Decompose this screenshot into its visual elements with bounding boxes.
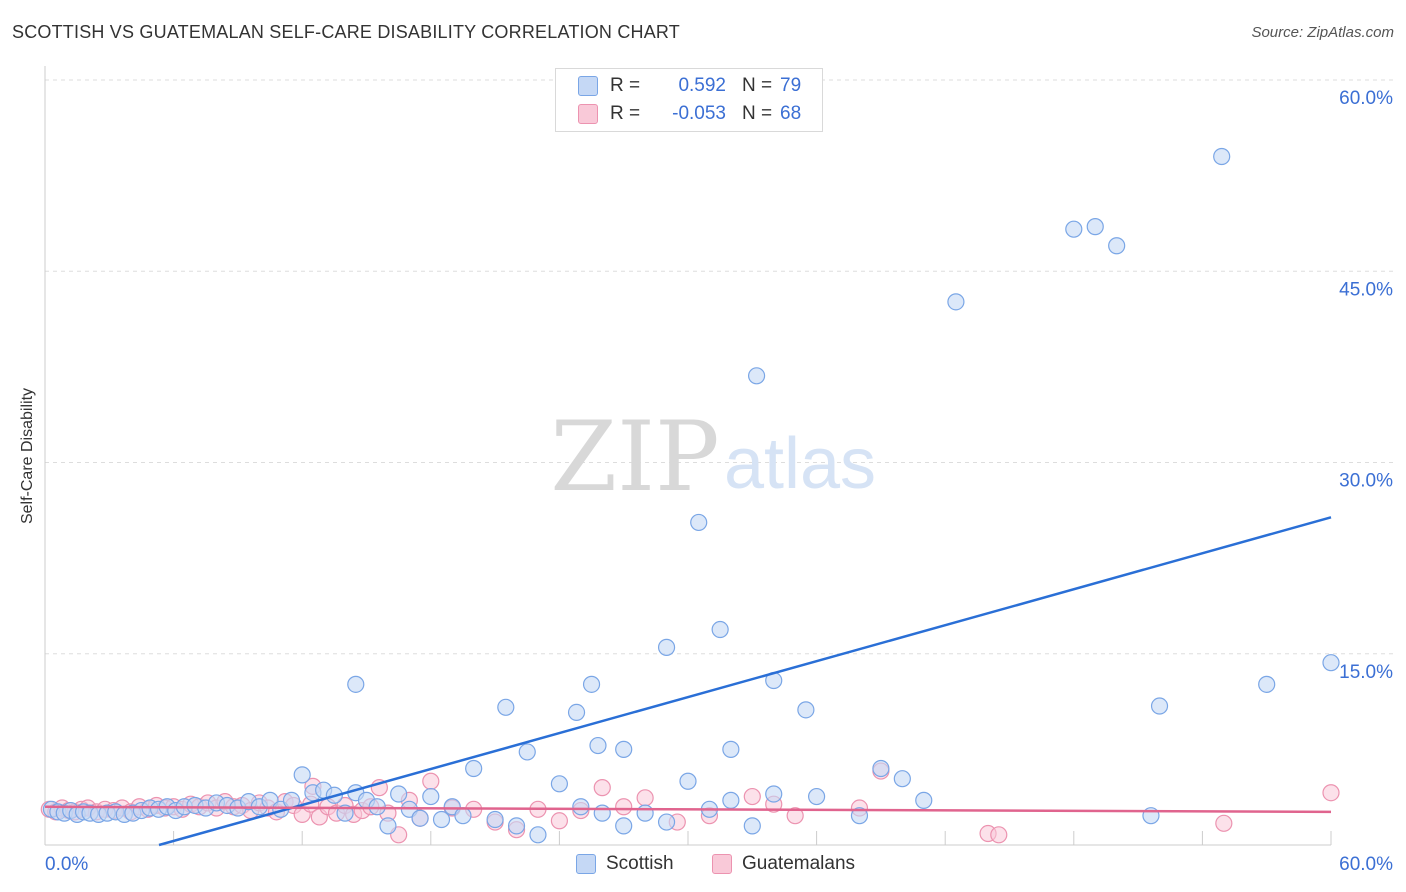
scottish-point xyxy=(657,638,676,656)
scottish-point xyxy=(872,759,890,778)
scottish-point xyxy=(582,675,601,693)
guatemalan-swatch xyxy=(712,854,732,874)
scottish-point xyxy=(915,791,933,809)
scottish-point xyxy=(1322,654,1340,672)
guatemalan-point xyxy=(636,789,654,807)
scottish-swatch xyxy=(576,854,596,874)
x-tick-label: 0.0% xyxy=(45,854,88,875)
scottish-point xyxy=(722,791,740,809)
scottish-points xyxy=(42,147,1340,844)
scottish-point xyxy=(486,810,504,829)
scottish-point xyxy=(657,813,676,831)
bottom-legend-guatemalans: Guatemalans xyxy=(712,852,855,876)
scottish-point xyxy=(690,513,708,532)
guatemalan-trend-line xyxy=(44,805,1332,814)
scottish-point xyxy=(1065,220,1083,238)
bottom-legend-scottish-label: Scottish xyxy=(606,853,674,874)
scottish-point xyxy=(1150,697,1169,715)
scottish-point xyxy=(567,703,586,722)
scottish-point xyxy=(1258,675,1276,693)
y-tick-label: 45.0% xyxy=(1339,279,1393,300)
scottish-point xyxy=(722,740,740,758)
scottish-point xyxy=(893,770,911,788)
scottish-point xyxy=(550,775,569,793)
watermark-atlas: atlas xyxy=(724,424,876,504)
source-label: Source: ZipAtlas.com xyxy=(1251,24,1394,41)
gridlines xyxy=(45,79,1393,655)
y-tick-label: 60.0% xyxy=(1339,88,1393,109)
guatemalan-point xyxy=(422,772,440,790)
scottish-swatch xyxy=(578,76,598,96)
guatemalan-point xyxy=(990,826,1008,844)
scottish-point xyxy=(454,807,472,825)
legend-row-scottish: R = 0.592 N = 79 xyxy=(578,74,801,98)
scottish-point xyxy=(465,759,483,778)
scottish-point xyxy=(347,675,365,693)
guatemalan-point xyxy=(786,807,804,825)
scottish-point xyxy=(711,620,729,639)
bottom-legend-scottish: Scottish xyxy=(576,852,674,876)
scottish-point xyxy=(679,772,697,790)
legend-r-label: R = xyxy=(610,103,641,124)
scottish-point xyxy=(422,787,440,806)
guatemalan-point xyxy=(743,787,761,806)
guatemalan-point xyxy=(1322,784,1340,802)
scottish-point xyxy=(747,367,766,385)
scottish-point xyxy=(529,826,547,844)
scottish-point xyxy=(572,798,590,816)
scottish-point xyxy=(518,743,536,761)
scottish-point xyxy=(797,701,815,719)
scottish-point xyxy=(379,817,397,835)
bottom-legend-guatemalans-label: Guatemalans xyxy=(742,853,856,874)
legend-row-guatemalans: R = -0.053 N = 68 xyxy=(578,102,801,126)
scottish-point xyxy=(743,817,761,835)
scottish-point xyxy=(615,817,633,835)
trend-lines xyxy=(44,516,1332,847)
y-tick-label: 15.0% xyxy=(1339,662,1393,683)
legend-r-label: R = xyxy=(610,75,641,96)
scottish-point xyxy=(432,810,451,829)
scottish-point xyxy=(850,807,869,825)
watermark: ZIP atlas xyxy=(550,401,876,513)
scottish-point xyxy=(1108,237,1126,255)
legend-r-value: -0.053 xyxy=(672,103,726,124)
chart-title: SCOTTISH VS GUATEMALAN SELF-CARE DISABIL… xyxy=(12,22,680,42)
guatemalan-point xyxy=(615,798,633,816)
axes xyxy=(44,66,1332,846)
legend-n-label: N = xyxy=(742,103,773,124)
scottish-point xyxy=(1086,218,1104,236)
scottish-point xyxy=(947,293,965,311)
x-tick-label: 60.0% xyxy=(1339,854,1393,875)
scottish-point xyxy=(497,698,515,716)
scottish-point xyxy=(507,817,526,835)
legend-n-label: N = xyxy=(742,75,773,96)
scottish-point xyxy=(593,804,611,822)
tick-labels: 15.0% 30.0% 45.0% 60.0% 0.0% 60.0% xyxy=(45,88,1393,875)
scottish-point xyxy=(390,785,408,803)
legend-r-value: 0.592 xyxy=(678,75,726,96)
scottish-point xyxy=(636,804,654,822)
scottish-point xyxy=(765,785,783,803)
guatemalan-point xyxy=(550,812,569,830)
guatemalan-swatch xyxy=(578,104,598,124)
guatemalan-point xyxy=(593,779,611,797)
legend-n-value: 79 xyxy=(780,75,802,96)
scottish-point xyxy=(1213,147,1231,166)
scottish-point xyxy=(411,809,429,827)
scottish-trend-line xyxy=(158,516,1332,847)
y-tick-label: 30.0% xyxy=(1339,471,1393,492)
scottish-point xyxy=(807,787,826,806)
scottish-point xyxy=(615,740,633,758)
scottish-point xyxy=(293,766,311,784)
scottish-point xyxy=(368,798,386,816)
legend-n-value: 68 xyxy=(780,103,802,124)
watermark-zip: ZIP xyxy=(550,401,719,513)
guatemalan-point xyxy=(1215,814,1233,832)
correlation-legend: R = 0.592 N = 79 R = -0.053 N = 68 xyxy=(555,68,823,132)
scottish-point xyxy=(589,736,607,755)
